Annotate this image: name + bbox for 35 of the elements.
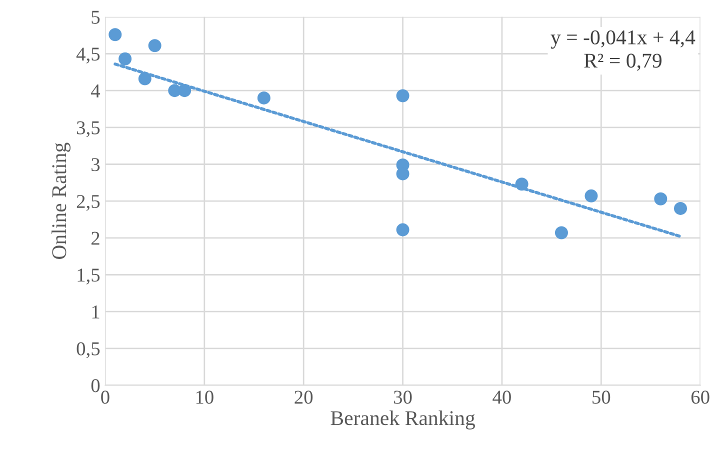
point [674, 202, 688, 215]
point [108, 28, 122, 42]
y-axis-title: Online Rating [52, 142, 71, 259]
y-tick-label: 3 [92, 158, 100, 172]
point [396, 89, 410, 102]
y-tick-label: 2 [92, 232, 100, 245]
x-tick-label: 10 [196, 390, 214, 404]
point [148, 39, 162, 52]
point [178, 84, 192, 98]
x-tick-label: 0 [101, 390, 110, 404]
point [584, 189, 598, 202]
x-axis-title: Beranek Ranking [330, 410, 475, 430]
y-tick-label: 3,5 [76, 121, 100, 138]
y-tick-label: 1 [92, 305, 100, 318]
x-tick-label: 60 [691, 390, 710, 404]
annotation: R² = 0,79 [584, 54, 662, 71]
y-tick-label: 1,5 [78, 268, 100, 284]
annotation: y = -0,041x + 4,4 [550, 30, 696, 49]
y-tick-label: 0 [91, 379, 100, 392]
point [138, 72, 152, 86]
point [118, 52, 132, 66]
point [515, 178, 528, 191]
point [257, 91, 270, 104]
x-tick-label: 30 [394, 390, 412, 404]
y-tick-label: 5 [92, 10, 100, 24]
y-tick-label: 4,5 [76, 48, 100, 64]
y-tick-label: 0,5 [76, 342, 100, 358]
x-tick-label: 20 [294, 390, 313, 404]
y-tick-label: 4 [91, 84, 100, 98]
point [396, 223, 410, 236]
point [554, 226, 568, 240]
y-tick-label: 2,5 [76, 194, 100, 211]
x-tick-label: 40 [492, 390, 511, 404]
x-tick-label: 50 [592, 390, 610, 404]
point [654, 192, 668, 206]
